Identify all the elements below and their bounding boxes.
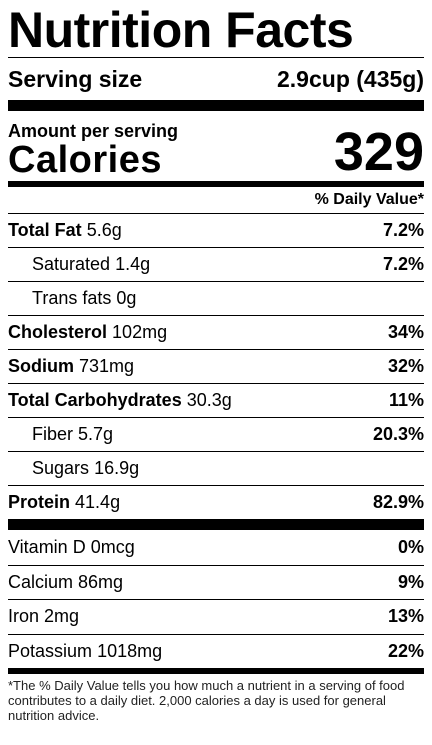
nutrient-row: Cholesterol 102mg 34%: [8, 315, 424, 349]
vitamin-row: Potassium 1018mg 22%: [8, 633, 424, 669]
calories-label: Calories: [8, 139, 162, 181]
divider-thick-vitamins: [8, 519, 424, 530]
footnote: *The % Daily Value tells you how much a …: [8, 678, 405, 723]
nutrient-name: Sodium: [8, 356, 74, 376]
vitamin-amount: 1018mg: [97, 640, 163, 661]
vitamin-amount: 0mcg: [90, 536, 135, 557]
vitamins-list: Vitamin D 0mcg 0% Calcium 86mg 9% Iron 2mg 13…: [8, 530, 424, 668]
vitamin-amount: 2mg: [44, 606, 80, 627]
divider-medium: [8, 181, 424, 187]
vitamin-name: Calcium: [8, 571, 74, 592]
vitamin-name: Potassium: [8, 640, 93, 661]
nutrient-amount: 102mg: [112, 322, 168, 342]
nutrient-amount: 5.6g: [86, 220, 122, 240]
nutrient-amount: 1.4g: [115, 254, 151, 274]
nutrient-daily-value: 11%: [388, 390, 424, 410]
vitamin-row: Vitamin D 0mcg 0%: [8, 530, 424, 565]
nutrient-name: Total Carbohydrates: [8, 390, 182, 410]
nutrient-daily-value: 20.3%: [372, 424, 424, 444]
vitamin-amount: 86mg: [78, 571, 124, 592]
calories-block: Amount per serving Calories 329: [8, 111, 424, 181]
nutrient-row: Fiber 5.7g 20.3%: [8, 417, 424, 451]
serving-size-row: Serving size 2.9cup (435g): [8, 57, 424, 100]
nutrient-row: Total Carbohydrates 30.3g 11%: [8, 383, 424, 417]
nutrient-daily-value: 7.2%: [382, 254, 424, 274]
nutrient-name: Cholesterol: [8, 322, 108, 342]
nutrient-name: Protein: [8, 492, 71, 512]
amount-per-serving: Amount per serving: [8, 121, 179, 141]
vitamin-daily-value: 9%: [397, 571, 424, 592]
nutrient-name: Total Fat: [8, 220, 82, 240]
nutrient-row: Trans fats 0g: [8, 281, 424, 315]
nutrient-row: Sodium 731mg 32%: [8, 349, 424, 383]
nutrient-daily-value: 7.2%: [382, 220, 424, 240]
calories-value: 329: [333, 122, 424, 182]
divider-medium-footnote: [8, 668, 424, 674]
nutrient-amount: 5.7g: [78, 424, 114, 444]
nutrient-row: Saturated 1.4g 7.2%: [8, 247, 424, 281]
label-title: Nutrition Facts: [8, 2, 354, 58]
nutrient-name: Trans fats: [32, 288, 112, 308]
nutrient-amount: 30.3g: [186, 390, 232, 410]
nutrient-row: Sugars 16.9g: [8, 451, 424, 485]
serving-size-value: 2.9cup (435g): [277, 65, 424, 92]
vitamin-row: Iron 2mg 13%: [8, 599, 424, 634]
vitamin-name: Vitamin D: [8, 536, 86, 557]
nutrient-daily-value: 34%: [387, 322, 424, 342]
nutrient-amount: 41.4g: [75, 492, 121, 512]
nutrient-daily-value: 32%: [387, 356, 424, 376]
nutrient-daily-value: 82.9%: [372, 492, 424, 512]
nutrient-row: Protein 41.4g 82.9%: [8, 485, 424, 519]
nutrient-amount: 16.9g: [94, 458, 140, 478]
vitamin-daily-value: 0%: [397, 536, 424, 557]
nutrient-amount: 0g: [116, 288, 137, 308]
vitamin-name: Iron: [8, 606, 40, 627]
daily-value-header: % Daily Value*: [314, 191, 424, 208]
nutrient-name: Fiber: [32, 424, 74, 444]
nutrient-row: Total Fat 5.6g 7.2%: [8, 213, 424, 247]
nutrients-list: Total Fat 5.6g 7.2% Saturated 1.4g 7.2% Tran…: [8, 213, 424, 519]
vitamin-row: Calcium 86mg 9%: [8, 564, 424, 600]
nutrient-name: Saturated: [32, 254, 111, 274]
nutrient-amount: 731mg: [79, 356, 135, 376]
serving-size-label: Serving size: [8, 65, 143, 92]
nutrient-name: Sugars: [32, 458, 90, 478]
vitamin-daily-value: 13%: [387, 606, 424, 627]
vitamin-daily-value: 22%: [387, 640, 424, 661]
divider-thick: [8, 100, 424, 111]
